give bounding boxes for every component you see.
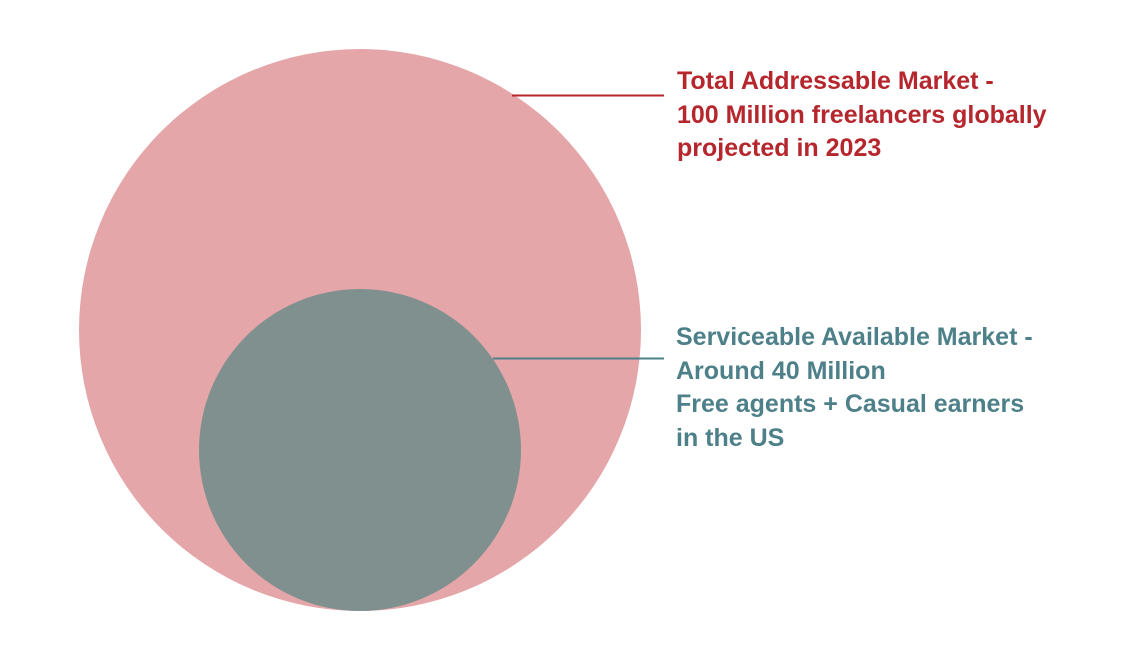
sam-label-line-3: Free agents + Casual earners	[676, 390, 1025, 418]
tam-label-line-2: 100 Million freelancers globally	[677, 100, 1047, 129]
tam-label: Total Addressable Market - 100 Million f…	[677, 65, 1047, 166]
tam-label-line-3: projected in 2023	[677, 134, 882, 162]
sam-label-line-4: in the US	[676, 423, 785, 452]
sam-label-line-2: Around 40 Million	[676, 356, 886, 385]
sam-circle	[199, 289, 521, 611]
tam-label-line-1: Total Addressable Market -	[677, 67, 994, 95]
sam-label-line-1: Serviceable Available Market -	[676, 323, 1033, 351]
sam-label: Serviceable Available Market - Around 40…	[676, 321, 1033, 455]
